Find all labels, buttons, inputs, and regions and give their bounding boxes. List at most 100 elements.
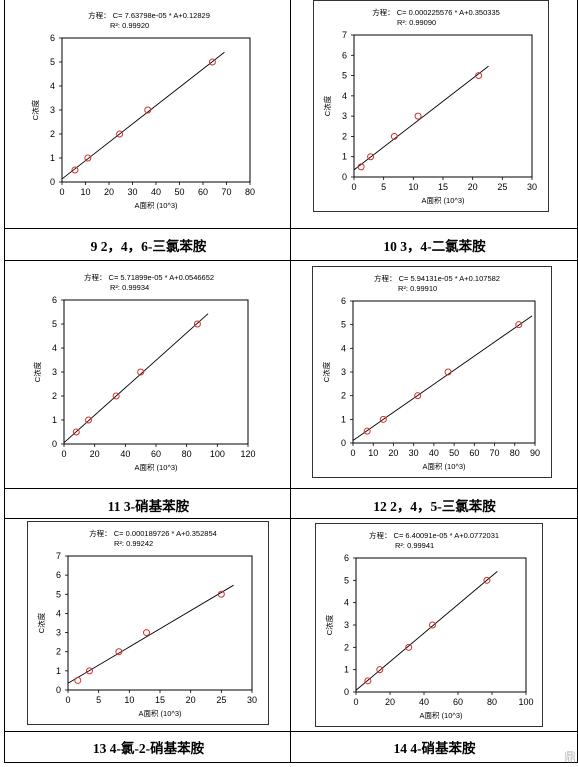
caption-10: 10 3，4-二氯苯胺 [383, 239, 486, 254]
y-tick-label: 6 [341, 296, 346, 306]
data-point [72, 428, 80, 436]
y-axis-label: C浓度 [322, 95, 332, 116]
chart-9: 方程： C= 7.63798e-05 * A+0.12829 R²: 0.9992… [22, 4, 266, 216]
x-tick-label: 60 [151, 449, 161, 459]
x-tick-label: 0 [65, 695, 70, 705]
data-point [85, 667, 93, 675]
x-tick-label: 120 [240, 449, 255, 459]
row-divider [4, 260, 578, 261]
fit-line [67, 584, 234, 684]
r-squared-label: R²: 0.99090 [397, 18, 436, 27]
x-tick-label: 30 [527, 182, 537, 192]
y-tick-label: 2 [52, 391, 57, 401]
fit-line [61, 51, 225, 180]
data-point [357, 163, 365, 171]
data-point [483, 576, 491, 584]
data-point [367, 153, 375, 161]
chart-10: 方程： C= 0.000225576 * A+0.350335 R²: 0.990… [313, 0, 549, 212]
y-tick-label: 5 [344, 575, 349, 585]
equation-label: 方程： C= 0.000225576 * A+0.350335 [372, 7, 500, 17]
x-axis-label: A面积 (10^3) [134, 200, 178, 210]
x-tick-label: 100 [518, 697, 533, 707]
data-point [112, 392, 120, 400]
y-axis-label: C浓度 [36, 612, 46, 633]
x-tick-label: 15 [438, 182, 448, 192]
x-axis-label: A面积 (10^3) [421, 195, 465, 205]
x-axis-label: A面积 (10^3) [422, 461, 466, 471]
x-tick-label: 40 [151, 187, 161, 197]
x-tick-label: 10 [124, 695, 134, 705]
row-divider [4, 518, 578, 519]
row-divider [4, 228, 578, 229]
data-point [390, 132, 398, 140]
caption-12: 12 2，4，5-三氯苯胺 [373, 499, 496, 514]
x-tick-label: 50 [449, 448, 459, 458]
y-tick-label: 1 [342, 152, 347, 162]
r-squared-label: R²: 0.99934 [110, 283, 149, 292]
fit-line [353, 65, 489, 171]
r-squared-label: R²: 0.99242 [114, 539, 153, 548]
data-point [414, 112, 422, 120]
x-tick-label: 15 [155, 695, 165, 705]
y-tick-label: 4 [56, 608, 61, 618]
x-tick-label: 20 [468, 182, 478, 192]
chart-14: 方程： C= 6.40091e-05 * A+0.0772031 R²: 0.99… [315, 523, 543, 727]
y-tick-label: 6 [52, 295, 57, 305]
x-tick-label: 80 [245, 187, 255, 197]
data-point [115, 648, 123, 656]
data-point [515, 321, 523, 329]
y-tick-label: 4 [342, 91, 347, 101]
equation-label: 方程： C= 0.000189726 * A+0.352854 [89, 528, 217, 538]
x-tick-label: 20 [90, 449, 100, 459]
y-tick-label: 5 [342, 71, 347, 81]
equation-label: 方程： C= 6.40091e-05 * A+0.0772031 [369, 530, 499, 540]
x-tick-label: 10 [368, 448, 378, 458]
y-tick-label: 3 [341, 367, 346, 377]
equation-label: 方程： C= 5.94131e-05 * A+0.107582 [374, 273, 500, 283]
x-tick-label: 20 [385, 697, 395, 707]
x-tick-label: 60 [469, 448, 479, 458]
y-tick-label: 0 [56, 685, 61, 695]
y-tick-label: 2 [344, 642, 349, 652]
data-point [208, 58, 216, 66]
data-point [364, 677, 372, 685]
y-tick-label: 2 [50, 129, 55, 139]
data-point [376, 666, 384, 674]
plot-frame [353, 34, 533, 178]
x-tick-label: 90 [530, 448, 540, 458]
data-point [414, 392, 422, 400]
x-tick-label: 40 [419, 697, 429, 707]
x-tick-label: 0 [353, 697, 358, 707]
x-tick-label: 0 [351, 182, 356, 192]
x-tick-label: 60 [198, 187, 208, 197]
y-tick-label: 5 [341, 320, 346, 330]
caption-14: 14 4-硝基苯胺 [393, 741, 476, 756]
x-tick-label: 5 [381, 182, 386, 192]
y-axis-label: C浓度 [32, 361, 42, 382]
y-tick-label: 1 [52, 415, 57, 425]
y-tick-label: 2 [56, 647, 61, 657]
data-point [85, 416, 93, 424]
y-tick-label: 1 [341, 414, 346, 424]
y-tick-label: 3 [344, 620, 349, 630]
data-point [217, 590, 225, 598]
y-tick-label: 0 [342, 172, 347, 182]
plot-frame [67, 555, 253, 691]
r-squared-label: R²: 0.99920 [110, 21, 149, 30]
chart-11: 方程： C= 5.71899e-05 * A+0.0546652 R²: 0.99… [24, 266, 264, 478]
y-tick-label: 5 [56, 589, 61, 599]
caption-13: 13 4-氯-2-硝基苯胺 [92, 741, 205, 756]
x-tick-label: 80 [182, 449, 192, 459]
y-tick-label: 6 [344, 553, 349, 563]
x-tick-label: 0 [61, 449, 66, 459]
y-tick-label: 5 [52, 319, 57, 329]
x-tick-label: 10 [80, 187, 90, 197]
y-tick-label: 0 [50, 177, 55, 187]
x-tick-label: 40 [429, 448, 439, 458]
fit-line [63, 313, 209, 444]
y-tick-label: 3 [56, 628, 61, 638]
x-tick-label: 40 [120, 449, 130, 459]
